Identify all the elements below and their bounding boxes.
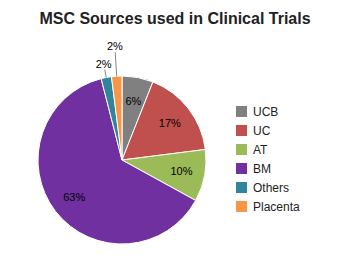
title: MSC Sources used in Clinical Trials: [39, 10, 310, 27]
data-label: 63%: [63, 191, 85, 203]
legend-swatch: [236, 163, 247, 174]
chart-container: MSC Sources used in Clinical Trials 6% 17%…: [0, 0, 350, 280]
leader-line: [105, 70, 106, 78]
slices: [38, 76, 206, 244]
data-label: 17%: [159, 117, 181, 129]
data-label: 2%: [96, 58, 112, 70]
legend-swatch: [236, 125, 247, 136]
data-labels: 6% 17% 10% 63% 2% 2%: [63, 40, 192, 203]
legend-swatch: [236, 201, 247, 212]
slice: [101, 77, 122, 160]
legend-label: UC: [253, 124, 271, 138]
legend-swatch: [236, 144, 247, 155]
legend-label: Placenta: [253, 200, 300, 214]
legend: UCB UC AT BM Others Placenta: [236, 105, 300, 214]
data-label: 10%: [170, 165, 192, 177]
chart: MSC Sources used in Clinical Trials 6% 17%…: [0, 0, 350, 280]
leader-line: [115, 52, 117, 76]
slice: [111, 76, 122, 160]
slice: [122, 82, 205, 160]
legend-label: AT: [253, 143, 268, 157]
legend-label: UCB: [253, 105, 278, 119]
data-label: 2%: [107, 40, 123, 52]
legend-swatch: [236, 182, 247, 193]
data-label: 6%: [125, 95, 141, 107]
legend-swatch: [236, 106, 247, 117]
legend-label: Others: [253, 181, 289, 195]
legend-label: BM: [253, 162, 271, 176]
